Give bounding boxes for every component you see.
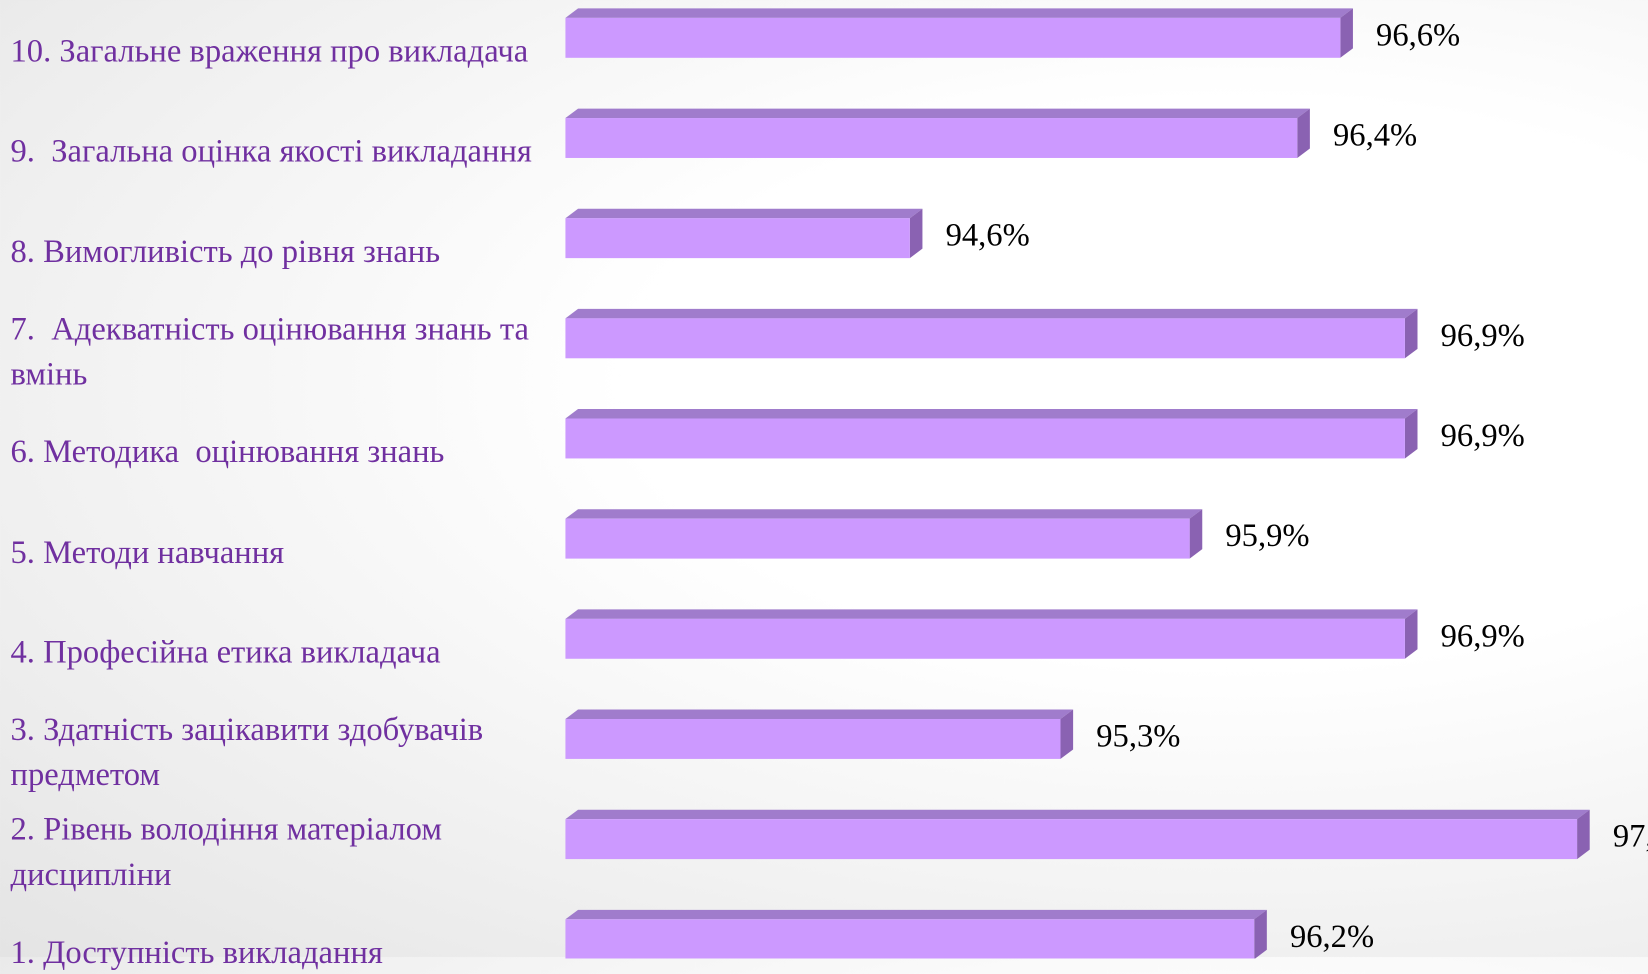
category-label: 5. Методи навчання: [10, 532, 285, 570]
value-label: 96,6%: [1376, 17, 1460, 53]
value-label: 94,6%: [946, 218, 1030, 254]
bar-top: [565, 709, 1074, 719]
bar-top: [565, 809, 1590, 820]
bar: [565, 418, 1405, 459]
category-label: 10. Загальне враження про викладача: [10, 32, 529, 69]
category-label: 1. Доступність викладання: [10, 933, 383, 971]
value-label: 97,7%: [1613, 819, 1648, 855]
bar: [565, 518, 1190, 559]
category-label: 6. Методика оцінювання знань: [10, 432, 445, 470]
bar-side: [1577, 809, 1590, 860]
bar: [565, 919, 1255, 959]
bar-side: [1340, 8, 1353, 58]
bar-top: [565, 609, 1418, 619]
bar: [565, 118, 1298, 158]
bar-side: [909, 208, 923, 259]
bar-side: [1189, 509, 1203, 559]
bar-side: [1297, 108, 1310, 158]
bar: [565, 819, 1578, 860]
bar: [565, 718, 1061, 759]
value-label: 96,2%: [1290, 919, 1374, 955]
bar-side: [1404, 609, 1418, 659]
bar: [565, 17, 1341, 58]
category-label: 9. Загальна оцінка якості викладання: [10, 132, 532, 169]
bar-side: [1060, 709, 1074, 759]
bar: [565, 318, 1405, 359]
value-label: 96,9%: [1441, 318, 1525, 354]
bar-top: [565, 108, 1310, 119]
bar-top: [565, 909, 1267, 920]
bar: [565, 618, 1405, 659]
bar: [565, 218, 910, 259]
value-label: 95,3%: [1096, 718, 1180, 754]
category-label: 4. Професійна етика викладача: [10, 633, 441, 670]
category-label: 7. Адекватність оцінювання знань та вмін…: [10, 309, 538, 392]
bar-side: [1404, 308, 1418, 359]
bar-top: [565, 208, 923, 219]
bar-top: [565, 409, 1418, 419]
category-label: 2. Рівень володіння матеріалом дисциплін…: [10, 810, 451, 893]
category-label: 3. Здатність зацікавити здобувачів предм…: [10, 710, 492, 793]
bar-top: [565, 8, 1353, 18]
bar-side: [1404, 409, 1418, 459]
value-label: 96,9%: [1441, 618, 1525, 654]
category-label: 8. Вимогливість до рівня знань: [10, 232, 441, 270]
value-label: 95,9%: [1225, 518, 1309, 554]
bar-side: [1254, 909, 1267, 959]
value-label: 96,9%: [1441, 418, 1525, 454]
value-label: 96,4%: [1333, 117, 1417, 153]
bar-top: [565, 509, 1203, 519]
bar-top: [565, 308, 1418, 319]
